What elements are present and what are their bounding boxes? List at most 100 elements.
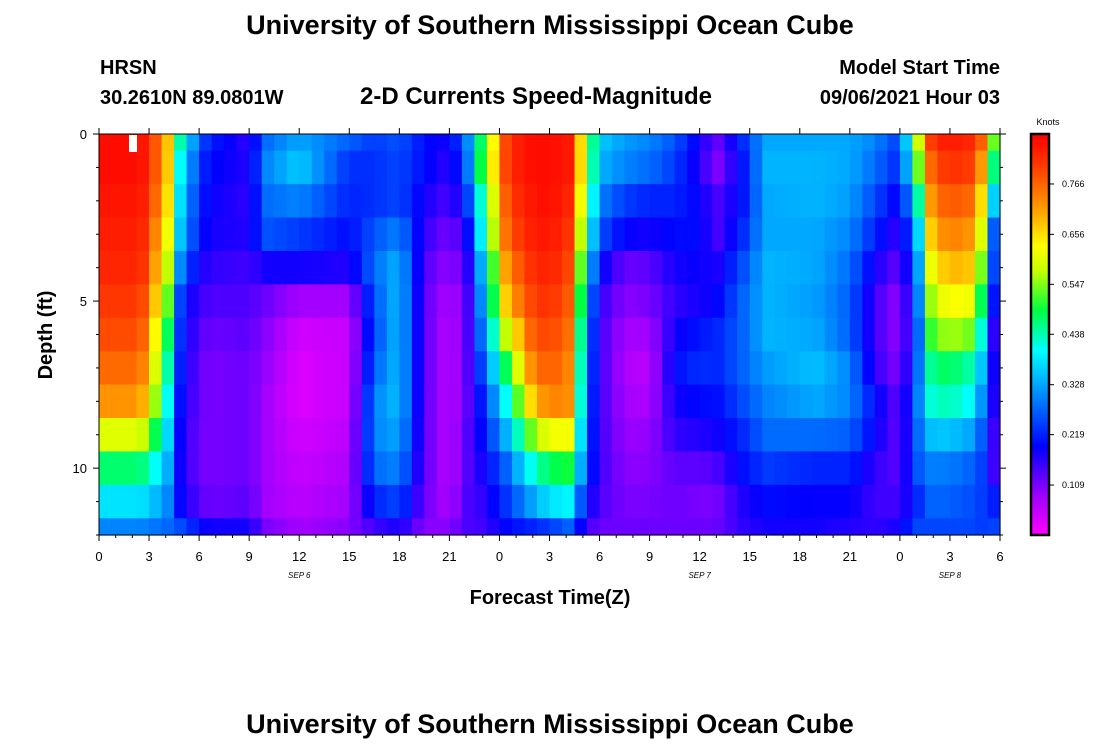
heatmap-cell: [724, 184, 738, 219]
heatmap-cell: [612, 284, 626, 319]
heatmap-cell: [787, 518, 801, 536]
heatmap-cell: [974, 134, 989, 152]
heatmap-cell: [361, 217, 375, 252]
heatmap-cell: [349, 384, 363, 419]
heatmap-cell: [899, 484, 913, 519]
heatmap-cell: [161, 418, 175, 453]
heatmap-cell: [949, 250, 964, 285]
heatmap-cell: [762, 351, 776, 386]
heatmap-cell: [374, 184, 388, 219]
heatmap-cell: [174, 418, 188, 453]
heatmap-cell: [712, 217, 726, 252]
heatmap-cell: [124, 184, 138, 219]
heatmap-cell: [899, 284, 913, 319]
heatmap-cell: [224, 217, 238, 252]
heatmap-cell: [461, 134, 476, 152]
heatmap-cell: [887, 217, 901, 252]
heatmap-cell: [949, 217, 964, 252]
heatmap-cell: [124, 150, 138, 185]
heatmap-cell: [987, 384, 1001, 419]
heatmap-cell: [461, 284, 476, 319]
heatmap-cell: [949, 418, 964, 453]
heatmap-cell: [111, 317, 125, 352]
heatmap-cell: [511, 351, 526, 386]
heatmap-cell: [724, 518, 738, 536]
heatmap-cell: [699, 418, 713, 453]
heatmap-cell: [211, 351, 225, 386]
heatmap-cell: [749, 150, 763, 185]
heatmap-cell: [962, 484, 976, 519]
heatmap-cell: [186, 217, 200, 252]
heatmap-cell: [349, 250, 363, 285]
heatmap-cell: [411, 217, 425, 252]
heatmap-cell: [161, 284, 175, 319]
heatmap-cell: [349, 418, 363, 453]
heatmap-cell: [587, 518, 601, 536]
heatmap-cell: [374, 134, 388, 152]
heatmap-cell: [374, 351, 388, 386]
heatmap-cell: [687, 217, 701, 252]
heatmap-cell: [599, 518, 613, 536]
heatmap-cell: [136, 134, 150, 152]
missing-data-marker: [129, 135, 137, 152]
heatmap-cell: [587, 217, 601, 252]
heatmap-cell: [937, 451, 951, 486]
heatmap-cell: [674, 217, 688, 252]
heatmap-cell: [211, 284, 225, 319]
heatmap-cell: [111, 418, 125, 453]
heatmap-cell: [762, 217, 776, 252]
heatmap-cell: [862, 284, 876, 319]
heatmap-cell: [149, 484, 163, 519]
heatmap-cell: [562, 250, 576, 285]
heatmap-cell: [386, 284, 400, 319]
heatmap-cell: [524, 384, 538, 419]
heatmap-cell: [687, 518, 701, 536]
heatmap-cell: [899, 518, 913, 536]
heatmap-cell: [974, 484, 989, 519]
heatmap-cell: [311, 217, 325, 252]
colorbar-tick-label: 0.219: [1062, 430, 1085, 440]
heatmap-cell: [361, 351, 375, 386]
heatmap-cell: [912, 418, 926, 453]
heatmap-cell: [311, 250, 325, 285]
heatmap-cell: [449, 250, 463, 285]
heatmap-cell: [124, 518, 138, 536]
heatmap-cell: [211, 484, 225, 519]
heatmap-cell: [699, 317, 713, 352]
heatmap-cell: [762, 451, 776, 486]
heatmap-cell: [349, 184, 363, 219]
heatmap-cell: [411, 418, 425, 453]
heatmap-cell: [449, 284, 463, 319]
heatmap-cell: [749, 351, 763, 386]
heatmap-cell: [449, 484, 463, 519]
heatmap-cell: [649, 518, 663, 536]
heatmap-cell: [499, 518, 513, 536]
heatmap-cell: [887, 418, 901, 453]
heatmap-cell: [774, 134, 788, 152]
heatmap-cell: [937, 384, 951, 419]
heatmap-cell: [699, 250, 713, 285]
heatmap-cell: [612, 451, 626, 486]
heatmap-cell: [261, 418, 275, 453]
heatmap-cell: [449, 184, 463, 219]
heatmap-cell: [887, 351, 901, 386]
heatmap-cell: [261, 217, 275, 252]
heatmap-cell: [274, 418, 288, 453]
axes: 0 3 6 9 12 15 18 21 0 3 6 9 12 15 18 21 0 3 6 SEP 6 SEP 7 SEP…: [73, 127, 1006, 580]
heatmap-cell: [937, 184, 951, 219]
heatmap-cell: [111, 518, 125, 536]
station-coordinates: 30.2610N 89.0801W: [100, 87, 284, 109]
heatmap-cell: [774, 484, 788, 519]
heatmap-cell: [637, 351, 651, 386]
heatmap-cell: [974, 284, 989, 319]
heatmap-cell: [461, 351, 476, 386]
heatmap-cell: [712, 384, 726, 419]
heatmap-cell: [912, 134, 926, 152]
heatmap-cell: [662, 418, 676, 453]
heatmap-cell: [286, 317, 300, 352]
heatmap-cell: [474, 134, 488, 152]
heatmap-cell: [887, 451, 901, 486]
heatmap-cell: [424, 150, 438, 185]
heatmap-cell: [624, 150, 638, 185]
heatmap-cell: [562, 284, 576, 319]
